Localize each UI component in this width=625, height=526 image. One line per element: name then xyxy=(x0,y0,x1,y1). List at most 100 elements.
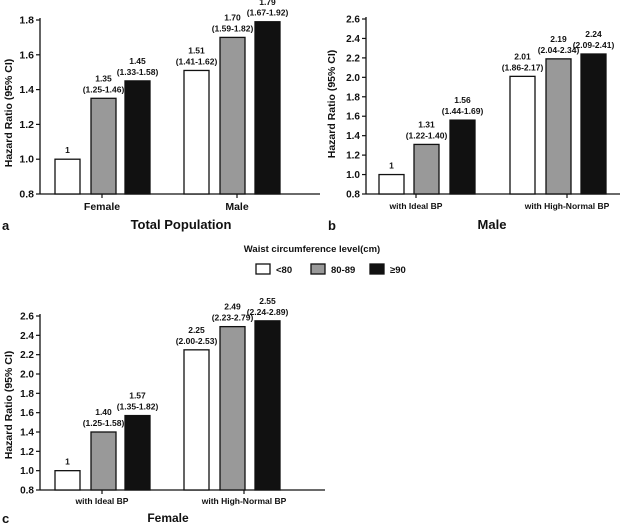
y-tick-label: 0.8 xyxy=(20,486,34,497)
bar-data-label: 2.01 xyxy=(514,51,531,61)
bar-data-label: (1.25-1.58) xyxy=(83,418,125,428)
bar xyxy=(580,53,607,195)
y-tick-label: 1.0 xyxy=(19,154,34,166)
y-tick-label: 1.4 xyxy=(19,84,34,96)
bar-data-label: (2.00-2.53) xyxy=(176,336,218,346)
bar-data-label: 2.19 xyxy=(550,34,567,44)
x-category-label: with Ideal BP xyxy=(389,201,443,211)
y-tick-label: 2.6 xyxy=(20,312,34,323)
panel-a-title: Total Population xyxy=(131,217,232,232)
bar xyxy=(219,36,246,195)
panel-b-title: Male xyxy=(478,217,507,232)
bar xyxy=(378,173,405,195)
panel-b-letter: b xyxy=(328,218,336,233)
bar xyxy=(509,75,536,195)
bar xyxy=(219,325,246,491)
y-tick-label: 2.2 xyxy=(20,350,34,361)
panel-a-ylabel: Hazard Ratio (95% CI) xyxy=(3,59,15,168)
bar-data-label: 1 xyxy=(389,161,394,171)
bar xyxy=(449,119,476,195)
panel-c-letter: c xyxy=(2,511,9,526)
bar-data-label: 2.49 xyxy=(224,302,241,312)
y-tick-label: 2.6 xyxy=(346,15,360,26)
bar xyxy=(254,21,281,195)
bar-data-label: 1.79 xyxy=(259,0,276,7)
y-tick-label: 2.2 xyxy=(346,53,360,64)
bar xyxy=(183,349,210,491)
bar-data-label: (1.44-1.69) xyxy=(442,106,484,116)
legend-label-80-89: 80-89 xyxy=(331,265,355,276)
panel-c-ylabel: Hazard Ratio (95% CI) xyxy=(3,351,15,460)
y-tick-label: 1.4 xyxy=(346,131,360,142)
bar-data-label: (2.24-2.89) xyxy=(247,307,289,317)
panel-c-plot: 0.8 1.0 1.2 1.4 1.6 1.8 2.0 2.2 2.4 2.6 with Ideal… xyxy=(20,296,325,506)
bar-data-label: (1.67-1.92) xyxy=(247,8,289,18)
y-tick-label: 2.0 xyxy=(20,370,34,381)
bar-data-label: 1.35 xyxy=(95,73,112,83)
bar-data-label: (1.41-1.62) xyxy=(176,56,218,66)
y-tick-label: 1.0 xyxy=(20,466,34,477)
legend: Waist circumference level(cm) <80 80-89 … xyxy=(244,244,406,276)
panel-a-plot: 0.8 1.0 1.2 1.4 1.6 1.8 Female Male 1 1.51(1.41-1… xyxy=(19,0,320,213)
y-tick-label: 1.6 xyxy=(346,112,360,123)
bar-data-label: (1.35-1.82) xyxy=(117,402,159,412)
bar-data-label: (1.86-2.17) xyxy=(502,62,544,72)
bar-data-label: 1.31 xyxy=(418,119,435,129)
y-tick-label: 1.8 xyxy=(20,389,34,400)
bar xyxy=(124,414,151,491)
legend-label-ge90: ≥90 xyxy=(390,265,406,276)
bar-data-label: 1.57 xyxy=(129,391,146,401)
bar xyxy=(90,431,117,491)
bar-data-label: 2.25 xyxy=(188,325,205,335)
x-category-label: Male xyxy=(225,201,249,213)
y-tick-label: 2.4 xyxy=(20,331,34,342)
bar xyxy=(90,97,117,195)
y-tick-label: 1.6 xyxy=(19,49,34,61)
legend-swatch-ge90 xyxy=(369,263,385,275)
bar-data-label: 1.70 xyxy=(224,12,241,22)
y-tick-label: 1.2 xyxy=(19,119,34,131)
bar-data-label: (2.09-2.41) xyxy=(573,40,615,50)
bar xyxy=(254,320,281,491)
bar xyxy=(183,69,210,195)
y-tick-label: 1.2 xyxy=(346,151,360,162)
bar-data-label: 1.51 xyxy=(188,45,205,55)
bar xyxy=(413,143,440,195)
x-category-label: with High-Normal BP xyxy=(201,496,287,506)
x-category-label: with High-Normal BP xyxy=(524,201,610,211)
y-tick-label: 2.0 xyxy=(346,73,360,84)
x-category-label: with Ideal BP xyxy=(75,496,129,506)
y-tick-label: 1.8 xyxy=(19,15,34,27)
legend-label-lt80: <80 xyxy=(276,265,292,276)
y-tick-label: 1.2 xyxy=(20,447,34,458)
panel-c-title: Female xyxy=(147,511,189,525)
legend-title: Waist circumference level(cm) xyxy=(244,244,380,255)
bar-data-label: (1.33-1.58) xyxy=(117,67,159,77)
bar-data-label: 1.56 xyxy=(454,95,471,105)
legend-swatch-lt80 xyxy=(255,263,271,275)
bar-data-label: 2.55 xyxy=(259,296,276,306)
panel-b: 0.8 1.0 1.2 1.4 1.6 1.8 2.0 2.2 2.4 2.6 with Ideal… xyxy=(326,15,620,233)
x-category-label: Female xyxy=(84,201,120,213)
bar xyxy=(54,158,81,195)
bar-data-label: 1 xyxy=(65,145,70,155)
bar xyxy=(54,470,81,491)
bar-data-label: (1.25-1.46) xyxy=(83,84,125,94)
y-tick-label: 1.4 xyxy=(20,428,34,439)
bar-data-label: (2.04-2.34) xyxy=(538,45,580,55)
bar xyxy=(124,80,151,195)
bar-data-label: (1.59-1.82) xyxy=(212,23,254,33)
y-tick-label: 1.8 xyxy=(346,92,360,103)
panel-b-plot: 0.8 1.0 1.2 1.4 1.6 1.8 2.0 2.2 2.4 2.6 with Ideal… xyxy=(346,15,620,211)
panel-b-ylabel: Hazard Ratio (95% CI) xyxy=(326,50,338,159)
bar-data-label: 1.40 xyxy=(95,407,112,417)
bar-data-label: (1.22-1.40) xyxy=(406,130,448,140)
y-tick-label: 1.6 xyxy=(20,408,34,419)
panel-a-letter: a xyxy=(2,218,10,233)
legend-swatch-80-89 xyxy=(310,263,326,275)
y-tick-label: 0.8 xyxy=(346,190,360,201)
bar xyxy=(545,58,572,195)
bar-data-label: (2.23-2.79) xyxy=(212,313,254,323)
bar-data-label: 1 xyxy=(65,457,70,467)
bar-data-label: 1.45 xyxy=(129,56,146,66)
